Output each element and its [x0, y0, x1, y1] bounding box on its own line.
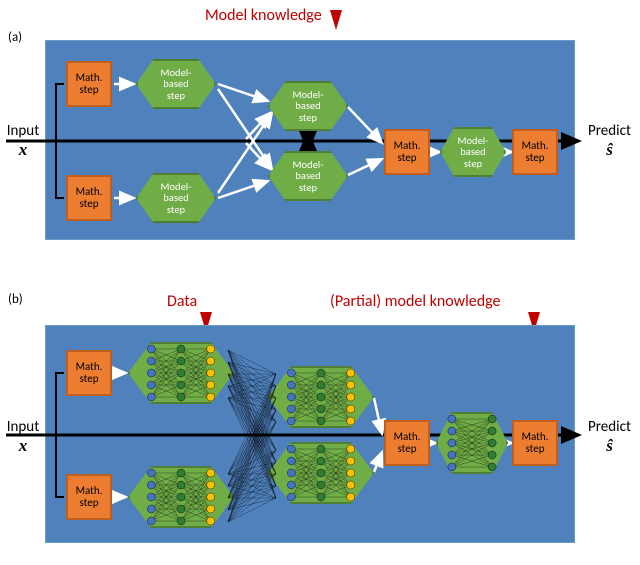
predict-label-b: Predictŝ — [582, 418, 637, 456]
model-based-hex: Model-basedstep — [268, 151, 348, 201]
input-label-a: Inputx — [3, 122, 43, 160]
panel-b-label: (b) — [8, 292, 23, 307]
math-step-box: Math.step — [66, 350, 112, 396]
label-model-knowledge: Model knowledge — [205, 6, 322, 25]
figure-root: (a) Model knowledge Inputx Predictŝ Math… — [0, 0, 640, 565]
math-step-box: Math.step — [384, 420, 430, 466]
math-step-box: Math.step — [66, 61, 112, 107]
model-based-hex: Model-basedstep — [268, 81, 348, 131]
predict-label-a: Predictŝ — [582, 122, 637, 160]
math-step-box: Math.step — [512, 420, 558, 466]
input-label-b: Inputx — [3, 418, 43, 456]
label-data: Data — [167, 292, 197, 311]
model-based-hex: Model-basedstep — [136, 59, 216, 109]
math-step-box: Math.step — [66, 474, 112, 520]
panel-b: Math.step Math.step Math.step Math.step — [45, 325, 575, 543]
label-partial-model-knowledge: (Partial) model knowledge — [330, 292, 501, 311]
panel-a: Math.stepMath.stepMath.stepMath.stepMode… — [45, 40, 575, 240]
math-step-box: Math.step — [66, 175, 112, 221]
model-based-hex: Model-basedstep — [440, 127, 506, 177]
red-arrow-model-knowledge — [330, 10, 342, 30]
math-step-box: Math.step — [512, 129, 558, 175]
math-step-box: Math.step — [384, 129, 430, 175]
model-based-hex: Model-basedstep — [136, 173, 216, 223]
panel-a-label: (a) — [8, 30, 22, 45]
